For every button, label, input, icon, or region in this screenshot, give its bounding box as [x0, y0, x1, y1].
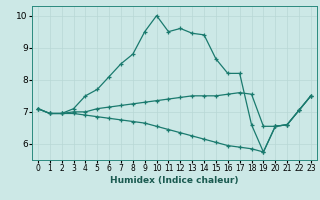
X-axis label: Humidex (Indice chaleur): Humidex (Indice chaleur)	[110, 176, 239, 185]
